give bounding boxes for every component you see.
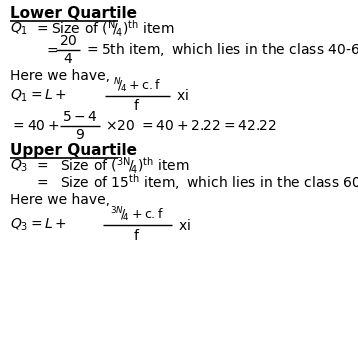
Text: $4$: $4$ <box>63 52 73 66</box>
Text: $=\ \ \mathrm{Size\ of\ ({}^{3N}\!/\!{}_4)^{th}\ item}$: $=\ \ \mathrm{Size\ of\ ({}^{3N}\!/\!{}_… <box>34 156 190 176</box>
Text: $Q_1 = L +$: $Q_1 = L +$ <box>10 88 67 104</box>
Text: $\mathrm{xi}$: $\mathrm{xi}$ <box>176 88 189 104</box>
Text: Here we have,: Here we have, <box>10 69 110 83</box>
Text: $\mathrm{f}$: $\mathrm{f}$ <box>134 98 141 114</box>
Text: ${}^N\!/\!{}_4 + \mathrm{c.f}$: ${}^N\!/\!{}_4 + \mathrm{c.f}$ <box>113 77 161 95</box>
Text: Lower Quartile: Lower Quartile <box>10 5 137 21</box>
Text: $Q_3 = L +$: $Q_3 = L +$ <box>10 217 67 233</box>
Text: $Q_1$: $Q_1$ <box>10 21 28 37</box>
Text: Here we have,: Here we have, <box>10 193 110 207</box>
Text: $\mathrm{f}$: $\mathrm{f}$ <box>134 228 141 242</box>
Text: $= \mathrm{Size\ of\ ({}^N\!/\!{}_4)^{th}\ item}$: $= \mathrm{Size\ of\ ({}^N\!/\!{}_4)^{th… <box>34 19 175 39</box>
Text: Upper Quartile: Upper Quartile <box>10 142 137 158</box>
Text: $\times 20\ = 40 + 2.22 = 42.22$: $\times 20\ = 40 + 2.22 = 42.22$ <box>105 119 277 133</box>
Text: $\mathrm{xi}$: $\mathrm{xi}$ <box>178 218 191 233</box>
Text: ${}^{3N}\!/\!{}_4 + \mathrm{c.f}$: ${}^{3N}\!/\!{}_4 + \mathrm{c.f}$ <box>110 206 164 224</box>
Text: $= \mathrm{5th\ item,\ which\ lies\ in\ the\ class\ 40\text{-}60}$: $= \mathrm{5th\ item,\ which\ lies\ in\ … <box>84 42 358 59</box>
Text: $5 - 4$: $5 - 4$ <box>62 110 98 124</box>
Text: $9$: $9$ <box>75 128 85 142</box>
Text: $=\ \ \mathrm{Size\ of\ 15^{th}\ item,\ which\ lies\ in\ the\ class\ 60\text{-}8: $=\ \ \mathrm{Size\ of\ 15^{th}\ item,\ … <box>34 172 358 192</box>
Text: $=$: $=$ <box>44 43 59 57</box>
Text: $= 40 +$: $= 40 +$ <box>10 119 59 133</box>
Text: $Q_3$: $Q_3$ <box>10 158 28 174</box>
Text: $20$: $20$ <box>59 34 77 48</box>
